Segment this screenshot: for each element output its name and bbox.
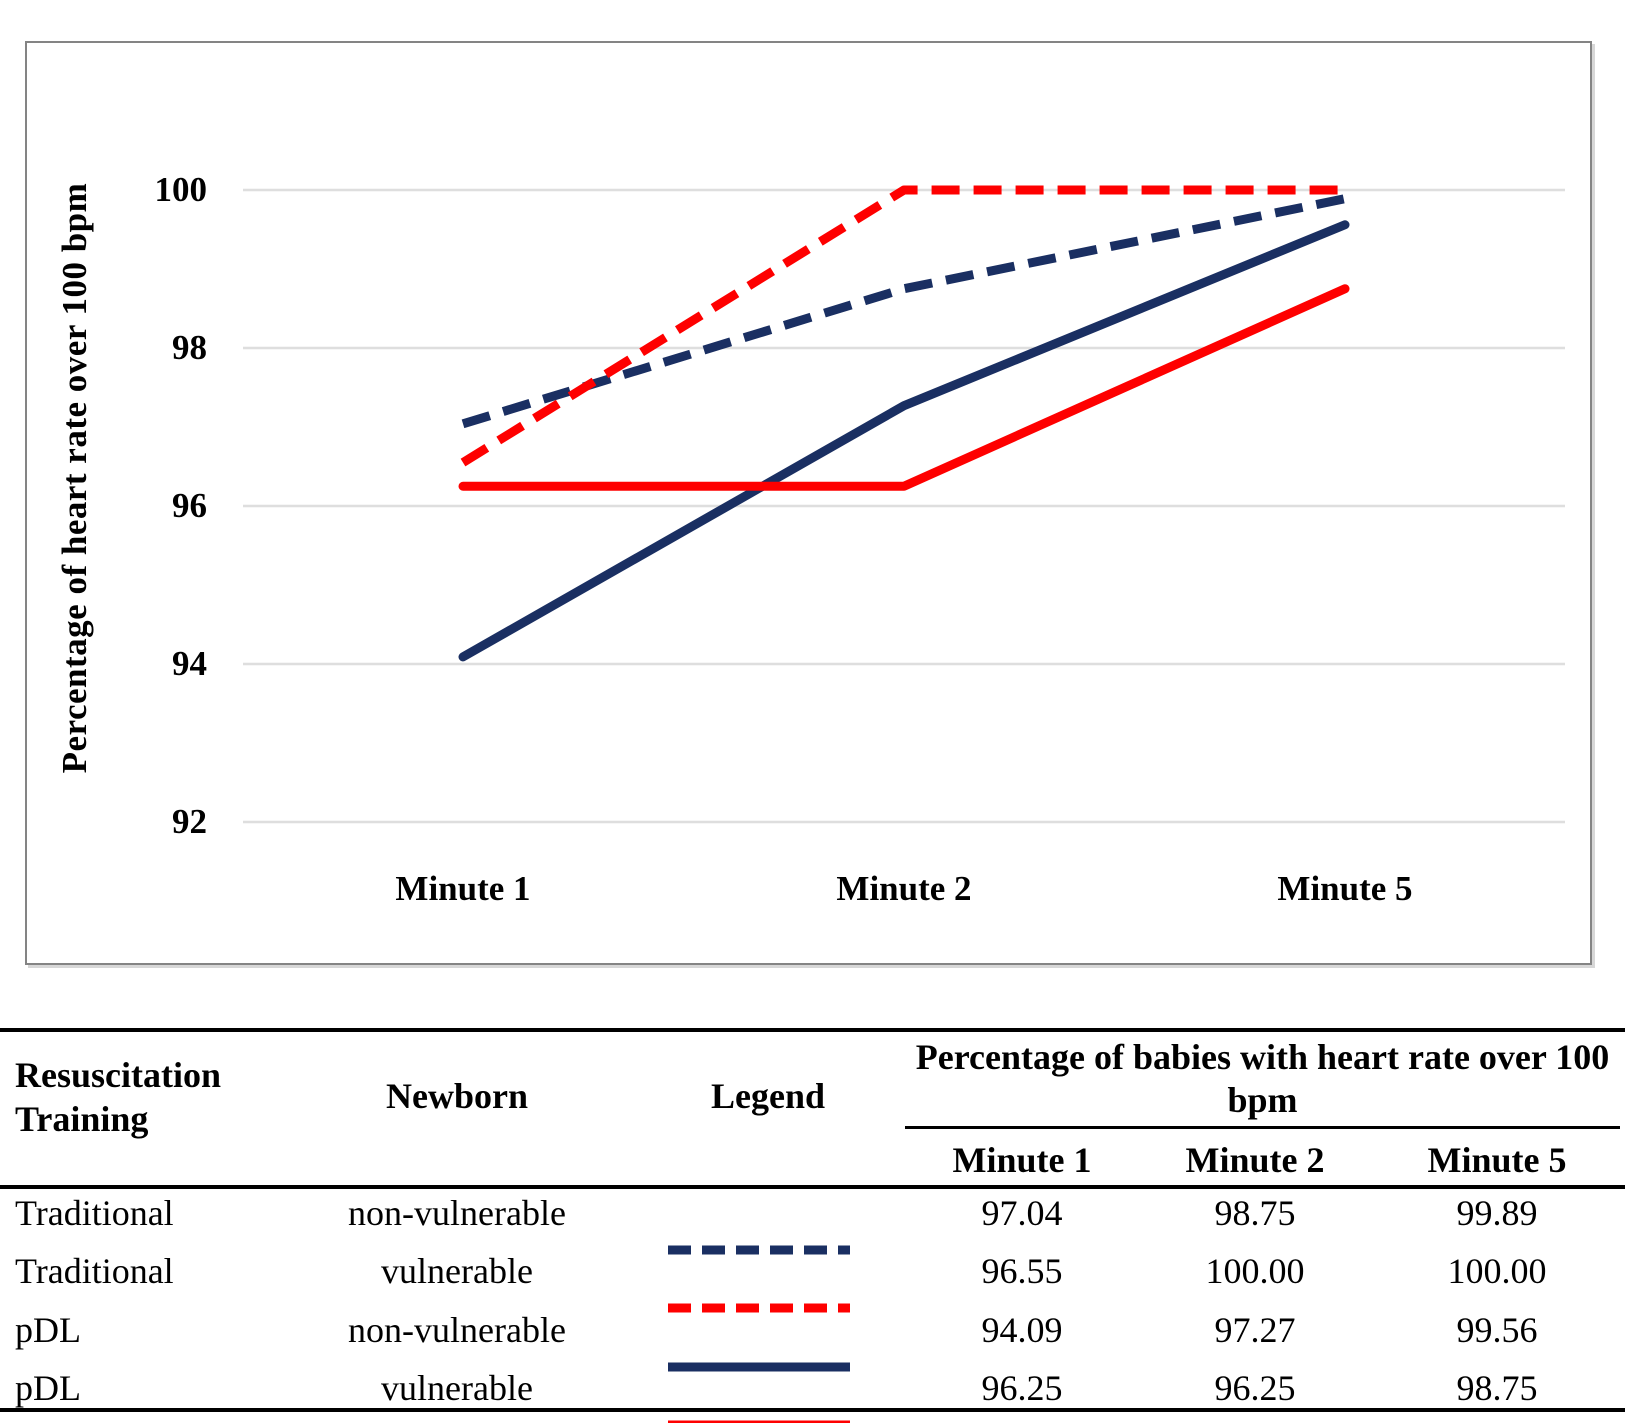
red-dashed-line-swatch: [668, 1303, 850, 1313]
group-header-underline: [905, 1126, 1620, 1129]
cell-minute-3: 99.56: [1456, 1310, 1538, 1350]
cell-minute-1: 97.04: [981, 1193, 1063, 1233]
cell-newborn: vulnerable: [381, 1251, 533, 1291]
header-percentage-group: Percentage of babies with heart rate ove…: [915, 1037, 1610, 1120]
x-tick-label: Minute 2: [836, 869, 972, 908]
cell-newborn: non-vulnerable: [348, 1193, 566, 1233]
cell-newborn: non-vulnerable: [348, 1310, 566, 1350]
header-minute-2: Minute 2: [1185, 1140, 1325, 1180]
table-bottom-border: [0, 1408, 1625, 1412]
cell-training: pDL: [15, 1310, 81, 1350]
cell-training: Traditional: [15, 1193, 174, 1233]
cell-minute-2: 100.00: [1205, 1251, 1305, 1291]
header-newborn: Newborn: [386, 1076, 528, 1116]
y-tick-label: 98: [172, 328, 207, 367]
y-tick-label: 92: [172, 802, 207, 841]
header-resuscitation-training: Resuscitation Training: [15, 1055, 221, 1139]
header-legend: Legend: [710, 1076, 825, 1116]
cell-minute-3: 99.89: [1456, 1193, 1538, 1233]
table-top-border: [0, 1028, 1625, 1032]
cell-minute-2: 98.75: [1214, 1193, 1296, 1233]
navy-solid-line-swatch: [668, 1362, 850, 1372]
header-minute-1: Minute 1: [952, 1140, 1092, 1180]
y-tick-label: 96: [172, 486, 207, 525]
cell-minute-1: 96.25: [981, 1368, 1063, 1408]
y-tick-label: 94: [172, 644, 207, 683]
x-tick-label: Minute 1: [395, 869, 531, 908]
navy-dashed-line-swatch: [668, 1245, 850, 1255]
cell-minute-1: 96.55: [981, 1251, 1063, 1291]
cell-minute-3: 100.00: [1447, 1251, 1547, 1291]
cell-minute-1: 94.09: [981, 1310, 1063, 1350]
cell-minute-2: 97.27: [1214, 1310, 1296, 1350]
cell-minute-2: 96.25: [1214, 1368, 1296, 1408]
cell-newborn: vulnerable: [381, 1368, 533, 1408]
header-minute-5: Minute 5: [1427, 1140, 1567, 1180]
y-axis-title: Percentage of heart rate over 100 bpm: [55, 182, 94, 774]
line-chart-panel: [25, 41, 1592, 965]
cell-training: pDL: [15, 1368, 81, 1408]
cell-minute-3: 98.75: [1456, 1368, 1538, 1408]
cell-training: Traditional: [15, 1251, 174, 1291]
table-header-border: [0, 1185, 1625, 1189]
x-tick-label: Minute 5: [1277, 869, 1413, 908]
y-tick-label: 100: [154, 170, 208, 209]
